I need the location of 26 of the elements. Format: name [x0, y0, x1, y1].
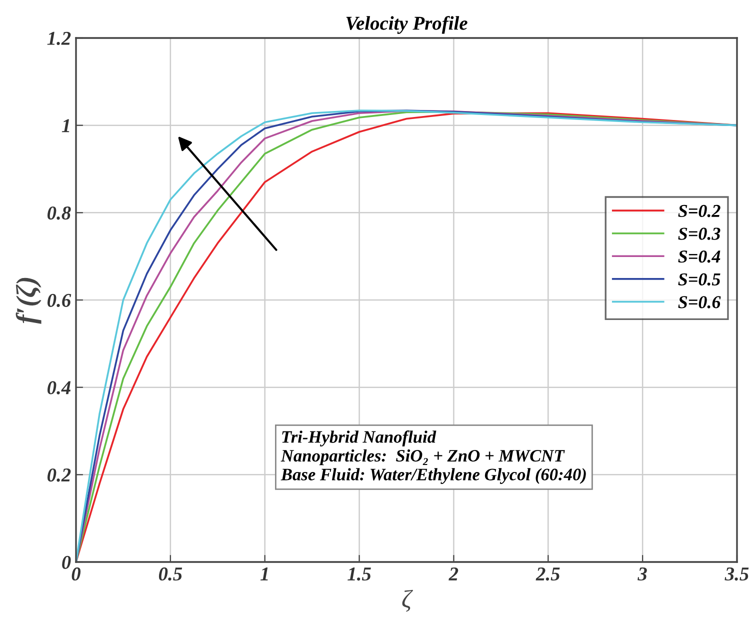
legend-label: S=0.2 — [678, 204, 720, 218]
x-tick-label: 0 — [72, 567, 81, 581]
legend-label: S=0.3 — [678, 228, 720, 240]
x-tick-label: 3 — [638, 567, 647, 581]
y-tick-label: 0.6 — [48, 294, 72, 308]
annotation: Tri-Hybrid Nanofluid — [282, 430, 436, 446]
annotation: Nanoparticles: SiO₂ + ZnO + MWCNT — [280, 449, 565, 466]
y-tick-label: 0 — [62, 556, 71, 569]
chart-title: Velocity Profile — [346, 16, 468, 34]
legend-label: S=0.4 — [678, 250, 720, 263]
y-tick-label: 0.8 — [48, 206, 71, 220]
y-tick-label: 1 — [62, 119, 70, 132]
annotation: Base Fluid: Water/Ethylene Glycol (60:40) — [280, 468, 586, 484]
x-tick-label: 3.5 — [724, 567, 749, 581]
x-axis-title: ζ — [402, 590, 413, 612]
y-tick-label: 1.2 — [47, 32, 71, 46]
y-tick-label: 0.4 — [48, 381, 71, 394]
x-tick-label: 1.5 — [348, 568, 371, 581]
legend-label: S=0.6 — [678, 296, 721, 308]
legend-label: S=0.5 — [678, 273, 720, 286]
x-tick-label: 2.5 — [536, 567, 560, 581]
x-tick-label: 0.5 — [158, 567, 182, 581]
x-tick-label: 2 — [448, 567, 458, 580]
x-tick-label: 1 — [260, 568, 268, 580]
y-tick-label: 0.2 — [48, 468, 71, 482]
y-axis-title: f′(ζ) — [16, 278, 42, 324]
